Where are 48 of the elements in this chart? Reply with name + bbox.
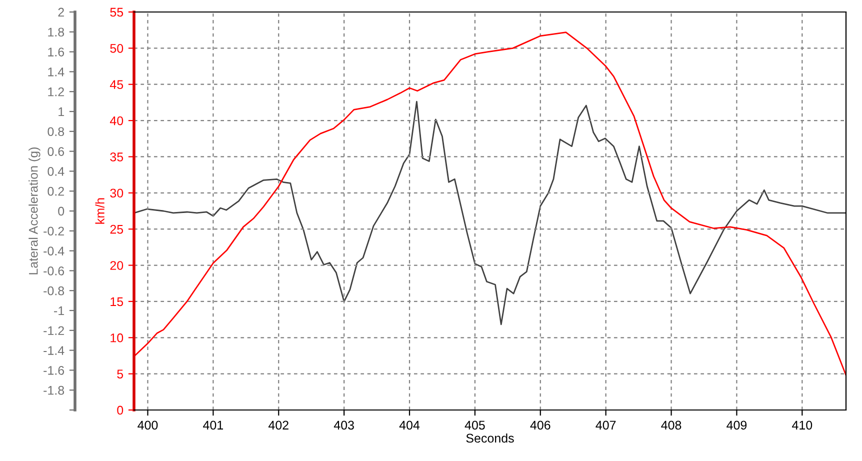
y2-tick-label: -0.6	[44, 266, 64, 276]
x-tick-label: 402	[268, 420, 288, 430]
y-axis-title: km/h	[95, 198, 104, 224]
y2-tick-label: 0.4	[48, 167, 64, 176]
y-tick-label: 50	[110, 44, 124, 53]
x-tick-label: 407	[596, 420, 616, 430]
x-tick-label: 400	[138, 420, 158, 430]
x-tick-label: 403	[334, 420, 354, 430]
y-tick-label: 55	[110, 8, 124, 17]
y2-tick-label: -0.2	[44, 226, 64, 236]
line-series	[134, 100, 846, 326]
y2-tick-label: 1.4	[48, 68, 64, 76]
y-tick-label: 20	[110, 261, 124, 270]
x-tick-label: 410	[792, 420, 812, 430]
x-tick-label: 405	[464, 420, 485, 430]
x-axis-title: Seconds	[466, 433, 514, 443]
y2-tick-label: 0.2	[48, 186, 64, 196]
y2-tick-label: 0.6	[48, 147, 64, 156]
x-tick-label: 406	[530, 420, 550, 430]
y2-tick-label: 1.6	[48, 48, 64, 56]
y2-tick-label: -1.6	[44, 366, 64, 375]
y2-tick-label: -1.8	[44, 386, 64, 395]
y2-tick-label: -0.4	[44, 246, 64, 256]
y2-tick-label: 0.8	[48, 127, 64, 136]
x-tick-label: 408	[661, 420, 682, 430]
y2-tick-label: -0.8	[44, 286, 64, 296]
line-series	[134, 32, 846, 376]
x-tick-label: 401	[203, 420, 224, 430]
y2-tick-label: -1.4	[44, 346, 64, 355]
y-tick-label: 30	[110, 188, 124, 198]
y2-tick-label: 1.2	[48, 87, 64, 96]
y-tick-label: 35	[110, 152, 124, 162]
y-tick-label: 10	[110, 333, 124, 342]
y2-axis-title: Lateral Acceleration (g)	[28, 148, 40, 274]
y-tick-label: 40	[110, 116, 124, 126]
y2-tick-label: 1	[58, 107, 64, 116]
y2-tick-label: -1.2	[44, 326, 64, 335]
y2-tick-label: 1.8	[48, 28, 64, 37]
x-tick-label: 404	[399, 420, 420, 430]
y2-tick-label: 0	[58, 206, 64, 216]
y2-tick-label: -1	[54, 306, 64, 316]
y-tick-label: 15	[110, 297, 124, 306]
y-tick-label: 25	[110, 224, 124, 234]
y2-tick-label: 2	[58, 8, 64, 17]
y-tick-label: 0	[117, 406, 124, 415]
y-tick-label: 5	[117, 370, 124, 378]
y-tick-label: 45	[110, 80, 124, 90]
x-tick-label: 409	[726, 420, 747, 430]
